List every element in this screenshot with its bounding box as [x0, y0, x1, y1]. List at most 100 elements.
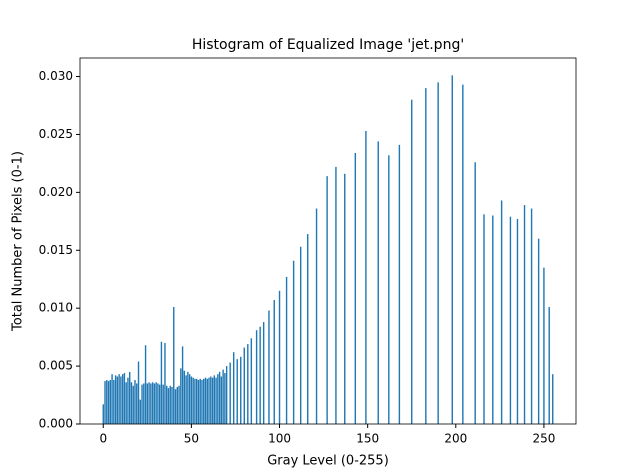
bar — [268, 310, 270, 424]
bar — [247, 344, 249, 424]
bar — [107, 381, 110, 424]
bar — [134, 379, 136, 424]
bar — [552, 374, 554, 424]
bar — [388, 155, 390, 424]
bar — [240, 356, 242, 424]
y-tick-label: 0.025 — [39, 127, 73, 141]
bar — [185, 375, 187, 424]
bar — [206, 378, 208, 424]
bar — [210, 376, 212, 424]
bar — [104, 381, 106, 424]
x-tick-label: 100 — [268, 432, 291, 446]
bar — [106, 379, 108, 424]
bar — [326, 176, 328, 424]
bar — [344, 173, 346, 424]
bar — [116, 376, 119, 424]
bar — [194, 378, 196, 424]
x-tick-label: 200 — [444, 432, 467, 446]
bar — [129, 371, 131, 424]
bar — [197, 379, 200, 424]
bar — [335, 166, 337, 424]
bar — [181, 346, 184, 424]
bar — [354, 152, 357, 425]
bar — [183, 370, 186, 424]
bar — [160, 341, 163, 424]
bar — [111, 374, 113, 424]
bar — [151, 382, 154, 424]
bar — [543, 267, 545, 424]
bar — [164, 342, 166, 424]
bar — [259, 326, 261, 424]
bar — [188, 374, 191, 424]
bar — [285, 276, 288, 424]
plot-frame — [79, 57, 577, 425]
bar — [125, 382, 127, 424]
bar — [220, 376, 223, 424]
bar — [437, 82, 439, 424]
bar — [139, 399, 141, 424]
bar — [462, 84, 464, 424]
bar — [102, 404, 104, 424]
bar — [199, 378, 201, 424]
bar — [171, 386, 173, 424]
bar — [120, 376, 122, 424]
bar — [150, 383, 152, 424]
bar — [137, 361, 140, 424]
bar — [192, 377, 194, 424]
bar — [114, 375, 117, 424]
bar — [218, 371, 221, 424]
bar — [215, 377, 217, 424]
bar — [203, 378, 205, 424]
bar — [365, 130, 367, 424]
bar — [180, 368, 182, 424]
bar — [232, 352, 235, 424]
bar — [127, 377, 129, 424]
y-tick-label: 0.020 — [39, 185, 73, 199]
bar — [158, 384, 161, 424]
bar — [143, 383, 145, 424]
bar — [377, 141, 379, 425]
bar — [123, 373, 126, 424]
bar — [523, 205, 526, 424]
bar — [229, 362, 231, 424]
y-tick-label: 0.005 — [39, 359, 73, 373]
bar — [217, 374, 219, 424]
x-tick-label: 150 — [356, 432, 379, 446]
bar — [167, 388, 170, 424]
bar — [530, 208, 533, 424]
bar — [113, 379, 115, 424]
bar — [492, 215, 494, 424]
bar — [141, 384, 143, 424]
bar — [176, 386, 179, 424]
bar — [204, 377, 207, 424]
bar — [169, 385, 171, 424]
bar — [411, 99, 413, 425]
bar — [190, 376, 193, 424]
bar — [278, 290, 281, 424]
bar — [250, 338, 253, 424]
x-axis-label: Gray Level (0-255) — [267, 454, 389, 469]
chart-title: Histogram of Equalized Image 'jet.png' — [192, 37, 464, 53]
bar — [146, 383, 149, 424]
bar — [121, 374, 124, 424]
bar — [166, 385, 168, 424]
bar — [130, 382, 133, 424]
bar — [292, 260, 295, 424]
bar — [548, 307, 550, 424]
bar — [224, 373, 226, 424]
bar — [144, 345, 147, 424]
y-tick-label: 0.010 — [39, 301, 73, 315]
bar — [132, 385, 134, 424]
bar — [516, 218, 519, 424]
bar — [299, 246, 302, 424]
x-tick-label: 250 — [532, 432, 555, 446]
bar — [109, 379, 112, 424]
x-tick-label: 50 — [184, 432, 199, 446]
bar — [153, 383, 156, 424]
bar — [398, 144, 401, 424]
bar — [315, 208, 318, 424]
bar — [155, 382, 157, 424]
bar — [262, 322, 265, 424]
bar — [211, 377, 214, 424]
bar — [425, 88, 427, 424]
